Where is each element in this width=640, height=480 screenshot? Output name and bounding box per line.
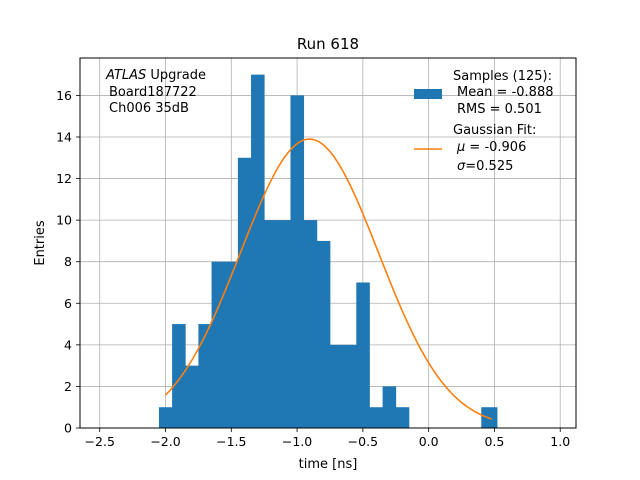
atlas-upgrade-label: ATLAS Upgrade [105,68,206,83]
legend-mu-symbol: μ [456,140,465,155]
x-axis-label: time [ns] [299,457,358,472]
legend-rms: RMS = 0.501 [457,102,542,117]
x-tick-label: 1.0 [550,434,570,449]
x-tick-label: −1.0 [282,434,312,449]
y-tick-label: 6 [64,296,72,311]
histogram-bar [224,261,239,428]
histogram-bar [316,240,331,428]
x-tick-label: 0.0 [419,434,439,449]
histogram-bar [290,95,305,428]
y-tick-label: 8 [64,254,72,269]
histogram-bars [158,74,498,429]
histogram-bar [211,261,226,428]
legend-sigma: σ=0.525 [457,159,513,174]
histogram-bar [251,74,265,428]
legend: Samples (125): Mean = -0.888 RMS = 0.501… [414,69,553,174]
y-tick-label: 2 [64,379,72,394]
y-axis-ticks: 0 2 4 6 8 10 12 14 16 [56,88,80,436]
histogram-bar [356,282,370,428]
histogram-bar [303,220,318,428]
histogram-bar [277,220,291,428]
histogram-bar [329,344,344,428]
y-tick-label: 16 [56,88,72,103]
y-tick-label: 12 [56,171,72,186]
upgrade-label: Upgrade [146,68,206,83]
histogram-bar [198,324,212,428]
legend-sigma-symbol: σ [457,159,466,174]
atlas-label: ATLAS [105,68,146,83]
gaussian-fit-curve [164,138,493,420]
x-tick-label: 0.5 [484,434,504,449]
legend-mu-value: = -0.906 [465,140,526,155]
y-tick-label: 0 [64,421,72,436]
histogram-bar [172,324,186,428]
legend-fit-title: Gaussian Fit: [453,123,536,138]
histogram-bar [185,365,199,428]
legend-samples-title: Samples (125): [453,69,552,84]
legend-histogram-swatch [414,89,442,99]
histogram-bar [369,407,383,428]
plot-frame [79,57,577,429]
histogram-bar [237,157,252,429]
histogram-bar [343,344,357,428]
x-tick-label: −0.5 [348,434,378,449]
histogram-bar [395,407,410,428]
channel-label: Ch006 35dB [109,101,189,116]
histogram-bar [264,220,278,428]
histogram-bar [382,386,397,428]
legend-mu: μ = -0.906 [456,140,526,155]
x-axis-ticks: −2.5 −2.0 −1.5 −1.0 −0.5 0.0 0.5 1.0 [85,428,570,449]
y-axis-label: Entries [33,220,48,266]
y-tick-label: 4 [64,337,72,352]
chart-title: Run 618 [297,35,359,53]
legend-sigma-value: =0.525 [465,159,513,174]
x-tick-label: −2.5 [85,434,115,449]
y-tick-label: 10 [56,213,72,228]
x-tick-label: −1.5 [216,434,246,449]
y-tick-label: 14 [56,129,72,144]
histogram-bar [158,407,173,428]
board-label: Board187722 [109,85,197,100]
legend-mean: Mean = -0.888 [457,85,553,100]
x-tick-label: −2.0 [150,434,180,449]
